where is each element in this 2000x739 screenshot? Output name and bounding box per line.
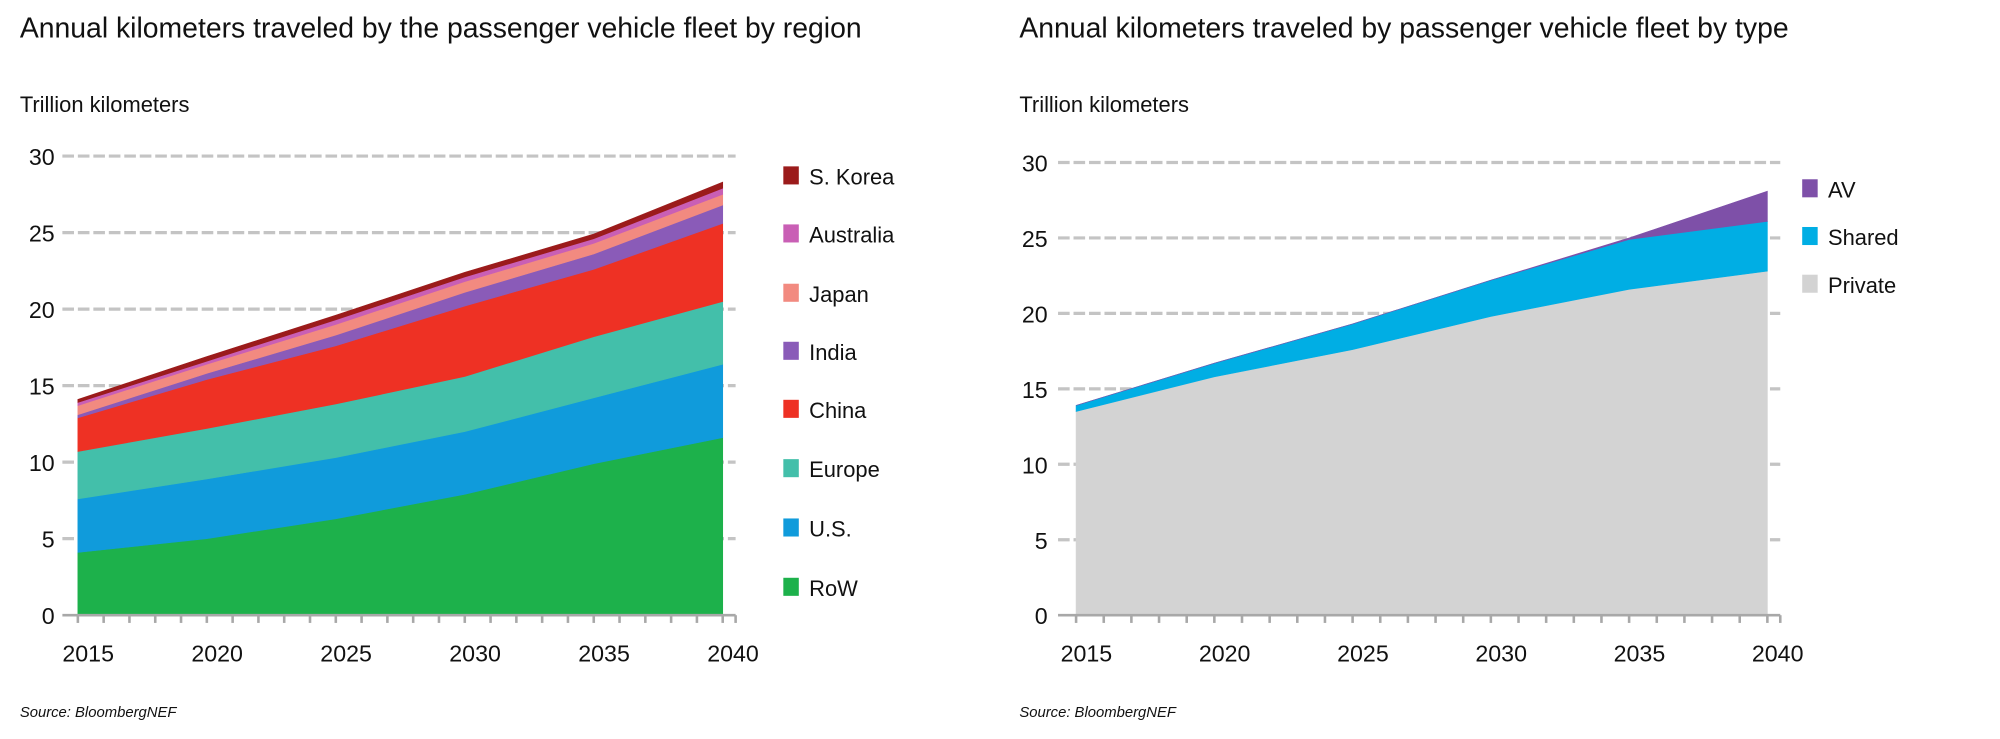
y-tick-label: 25: [1022, 226, 1048, 252]
y-tick-label: 10: [1022, 452, 1048, 478]
legend-item: Private: [1802, 273, 1896, 298]
y-tick-label: 5: [1035, 528, 1048, 554]
x-tick-label: 2030: [449, 641, 501, 667]
legend-label: Shared: [1828, 225, 1899, 250]
chart-title: Annual kilometers traveled by the passen…: [20, 12, 862, 44]
legend-label: Private: [1828, 273, 1896, 298]
x-tick-label: 2015: [1061, 641, 1113, 667]
legend-label: India: [809, 340, 857, 365]
area-av: [1075, 190, 1768, 406]
y-axis-label: Trillion kilometers: [20, 92, 190, 117]
legend-swatch: [783, 166, 799, 185]
legend-item: RoW: [783, 576, 858, 601]
legend-label: U.S.: [809, 517, 852, 542]
y-tick-label: 5: [42, 527, 55, 553]
legend-swatch: [1802, 179, 1818, 198]
x-tick-label: 2015: [62, 641, 114, 667]
source-note: Source: BloombergNEF: [20, 705, 178, 721]
x-tick-label: 2040: [1752, 641, 1804, 667]
x-tick-label: 2025: [1337, 641, 1389, 667]
legend-swatch: [783, 577, 799, 596]
y-tick-label: 20: [29, 297, 55, 323]
legend-swatch: [783, 459, 799, 478]
x-tick-label: 2040: [707, 641, 759, 667]
legend-swatch: [783, 283, 799, 302]
source-note: Source: BloombergNEF: [1019, 705, 1177, 721]
legend-swatch: [783, 341, 799, 360]
x-tick-label: 2035: [578, 641, 630, 667]
legend-swatch: [783, 518, 799, 537]
y-tick-label: 10: [29, 450, 55, 476]
legend-item: S. Korea: [783, 164, 895, 189]
legend-label: RoW: [809, 576, 858, 601]
legend-item: Australia: [783, 222, 895, 247]
legend-swatch: [1802, 226, 1818, 246]
legend-item: AV: [1802, 177, 1856, 202]
y-tick-label: 15: [29, 374, 55, 400]
chart-title: Annual kilometers traveled by passenger …: [1019, 12, 1788, 44]
chart-by-region: Annual kilometers traveled by the passen…: [20, 12, 895, 721]
y-axis-label: Trillion kilometers: [1019, 92, 1189, 117]
legend-label: Australia: [809, 222, 895, 247]
legend-item: China: [783, 398, 867, 423]
legend-item: U.S.: [783, 517, 852, 542]
x-tick-label: 2025: [320, 641, 372, 667]
legend-label: Europe: [809, 457, 880, 482]
legend-label: China: [809, 398, 867, 423]
y-tick-label: 25: [29, 221, 55, 247]
legend-label: S. Korea: [809, 164, 895, 189]
y-tick-label: 15: [1022, 377, 1048, 403]
x-tick-label: 2020: [1199, 641, 1251, 667]
chart-by-type: Annual kilometers traveled by passenger …: [1019, 12, 1898, 721]
legend-swatch: [783, 399, 799, 418]
y-tick-label: 30: [29, 144, 55, 170]
legend-swatch: [783, 224, 799, 243]
x-tick-label: 2020: [191, 641, 243, 667]
y-tick-label: 20: [1022, 301, 1048, 327]
x-tick-label: 2030: [1475, 641, 1527, 667]
legend-item: India: [783, 340, 857, 365]
legend-item: Shared: [1802, 225, 1899, 250]
y-tick-label: 0: [42, 603, 55, 629]
legend-swatch: [1802, 274, 1818, 293]
y-tick-label: 30: [1022, 151, 1048, 177]
legend-label: Japan: [809, 282, 869, 307]
area-s-korea: [77, 181, 724, 403]
legend-label: AV: [1828, 177, 1856, 202]
y-tick-label: 0: [1035, 603, 1048, 629]
x-tick-label: 2035: [1614, 641, 1666, 667]
legend-item: Europe: [783, 457, 880, 482]
legend-item: Japan: [783, 282, 869, 307]
